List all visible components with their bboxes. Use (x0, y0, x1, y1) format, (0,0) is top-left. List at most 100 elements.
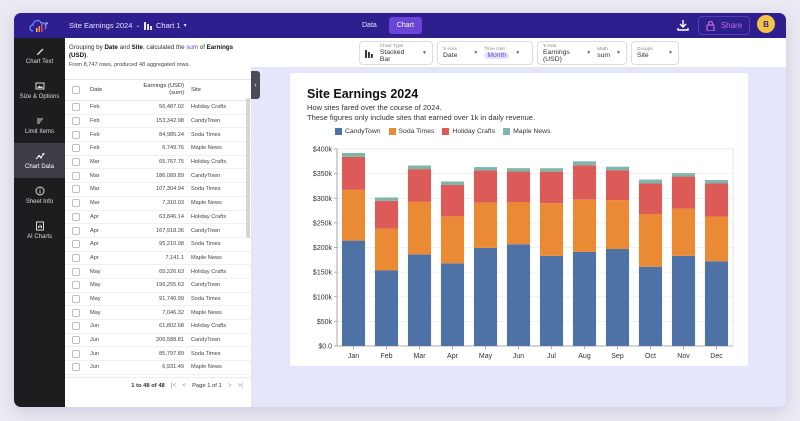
table-row[interactable]: Apr 167,918.36 CandyTown (65, 224, 251, 238)
table-row[interactable]: Apr 7,141.1 Maple News (65, 252, 251, 266)
avatar[interactable]: B (757, 15, 775, 33)
legend-item[interactable]: CandyTown (335, 128, 381, 135)
row-checkbox[interactable] (72, 349, 80, 358)
x-tick-label: Nov (677, 353, 690, 360)
cell-date: May (90, 268, 101, 275)
row-checkbox[interactable] (72, 240, 80, 249)
bar-segment-candytown (341, 240, 366, 346)
row-checkbox[interactable] (72, 294, 80, 303)
sheet-name: Site Earnings 2024 (69, 21, 133, 30)
cell-site: Maple News (191, 254, 222, 261)
tab-chart[interactable]: Chart (388, 17, 422, 34)
next-page-icon[interactable]: > (227, 382, 232, 389)
table-row[interactable]: May 199,255.63 CandyTown (65, 279, 251, 293)
chart-selector[interactable]: Chart 1 ▾ (144, 13, 187, 38)
bar-segment-soda-times (704, 216, 729, 262)
desc-text: and (117, 44, 132, 51)
sidebar-item-size-options[interactable]: Size & Options (14, 73, 65, 108)
bar-segment-soda-times (440, 216, 465, 264)
table-row[interactable]: Jun 206,588.81 CandyTown (65, 334, 251, 348)
row-checkbox[interactable] (72, 363, 80, 372)
table-row[interactable]: Mar 7,310.03 Maple News (65, 197, 251, 211)
row-checkbox[interactable] (72, 158, 80, 167)
row-checkbox[interactable] (72, 117, 80, 126)
sidebar-item-chart-data[interactable]: Chart Data (14, 143, 65, 178)
row-checkbox[interactable] (72, 253, 80, 262)
prev-page-icon[interactable]: < (182, 382, 187, 389)
cell-date: Apr (90, 241, 99, 248)
caret-down-icon: ▼ (616, 50, 621, 56)
row-checkbox[interactable] (72, 308, 80, 317)
row-checkbox[interactable] (72, 267, 80, 276)
row-checkbox[interactable] (72, 212, 80, 221)
chart-type-select[interactable]: Chart Type Stacked Bar ▼ (359, 41, 433, 65)
cell-site: Holiday Crafts (191, 213, 227, 220)
table-row[interactable]: Jun 61,802.68 Holiday Crafts (65, 320, 251, 334)
table-row[interactable]: Mar 107,304.94 Soda Times (65, 183, 251, 197)
table-row[interactable]: Feb 153,342.98 CandyTown (65, 115, 251, 129)
row-checkbox[interactable] (72, 226, 80, 235)
legend-item[interactable]: Soda Times (388, 128, 434, 135)
cell-date: Jun (90, 337, 100, 344)
download-icon[interactable] (676, 18, 690, 32)
math-select[interactable]: Math sum (597, 47, 610, 59)
caret-down-icon: ▼ (515, 50, 521, 56)
row-checkbox[interactable] (72, 103, 80, 112)
cell-site: Maple News (191, 145, 222, 152)
sidebar-item-chart-text[interactable]: Chart Text (14, 38, 65, 73)
x-axis-select[interactable]: X-Axis Date (443, 47, 457, 59)
grid-scrollbar[interactable] (246, 98, 250, 238)
table-row[interactable]: Jun 85,797.89 Soda Times (65, 347, 251, 362)
table-row[interactable]: Feb 6,749.76 Maple News (65, 142, 251, 156)
row-checkbox[interactable] (72, 281, 80, 290)
pager-range: 1 to 48 of 48 (131, 382, 165, 389)
bar-segment-soda-times (506, 201, 531, 245)
legend-item[interactable]: Holiday Crafts (442, 128, 495, 135)
table-row[interactable]: Apr 95,210.08 Soda Times (65, 238, 251, 252)
column-header-earnings[interactable]: Earnings (USD) (sum) (115, 83, 189, 97)
first-page-icon[interactable]: |< (170, 382, 177, 389)
cloud-chart-logo-icon[interactable]: ▾ (28, 17, 50, 34)
tab-data[interactable]: Data (362, 22, 377, 29)
table-row[interactable]: May 65,226.63 Holiday Crafts (65, 265, 251, 279)
sidebar-item-sheet-info[interactable]: Sheet Info (14, 178, 65, 213)
sheet-selector[interactable]: Site Earnings 2024 ⌄ (69, 13, 140, 38)
bar-segment-candytown (572, 251, 597, 346)
row-checkbox[interactable] (72, 322, 80, 331)
row-checkbox[interactable] (72, 199, 80, 208)
groups-select[interactable]: Groups Site ▼ (631, 41, 679, 65)
row-checkbox[interactable] (72, 336, 80, 345)
sidebar-item-ai-charts[interactable]: AI Charts (14, 213, 65, 248)
row-checkbox[interactable] (72, 171, 80, 180)
chart-subtitle[interactable]: How sites fared over the course of 2024.… (307, 103, 535, 123)
sidebar-item-limit-items[interactable]: Limit Items (14, 108, 65, 143)
cell-date: Apr (90, 213, 99, 220)
row-checkbox[interactable] (72, 144, 80, 153)
row-checkbox[interactable] (72, 185, 80, 194)
table-row[interactable]: May 91,740.99 Soda Times (65, 293, 251, 307)
table-row[interactable]: Feb 56,487.02 Holiday Crafts (65, 101, 251, 115)
table-row[interactable]: Feb 84,985.24 Soda Times (65, 128, 251, 143)
table-row[interactable]: Mar 65,767.75 Holiday Crafts (65, 156, 251, 170)
legend-item[interactable]: Maple News (503, 128, 551, 135)
caret-down-icon: ▼ (422, 50, 427, 56)
select-all-checkbox[interactable] (72, 86, 80, 94)
share-button[interactable]: Share (698, 16, 750, 35)
row-checkbox[interactable] (72, 130, 80, 139)
chart-title[interactable]: Site Earnings 2024 (307, 87, 419, 101)
y-axis-select[interactable]: Y-Axis Earnings (USD) (543, 44, 580, 63)
table-row[interactable]: Apr 63,846.14 Holiday Crafts (65, 211, 251, 225)
rows-summary: From 8,747 rows, produced 48 aggregated … (69, 62, 190, 68)
table-row[interactable]: Mar 186,089.89 CandyTown (65, 169, 251, 184)
time-unit-select[interactable]: Time Unit Month (484, 47, 510, 59)
sidebar: Chart Text Size & Options Limit Items Ch… (14, 38, 65, 407)
table-row[interactable]: May 7,046.32 Maple News (65, 306, 251, 320)
collapse-panel-button[interactable]: ‹ (251, 71, 260, 99)
last-page-icon[interactable]: >| (237, 382, 243, 389)
bar-segment-holiday-crafts (572, 165, 597, 200)
column-header-date[interactable]: Date (90, 87, 103, 93)
desc-text: . (86, 51, 88, 59)
column-header-site[interactable]: Site (191, 87, 201, 93)
chart-subtitle-line2: These figures only include sites that ea… (307, 113, 536, 122)
table-row[interactable]: Jun 6,931.49 Maple News (65, 361, 251, 375)
